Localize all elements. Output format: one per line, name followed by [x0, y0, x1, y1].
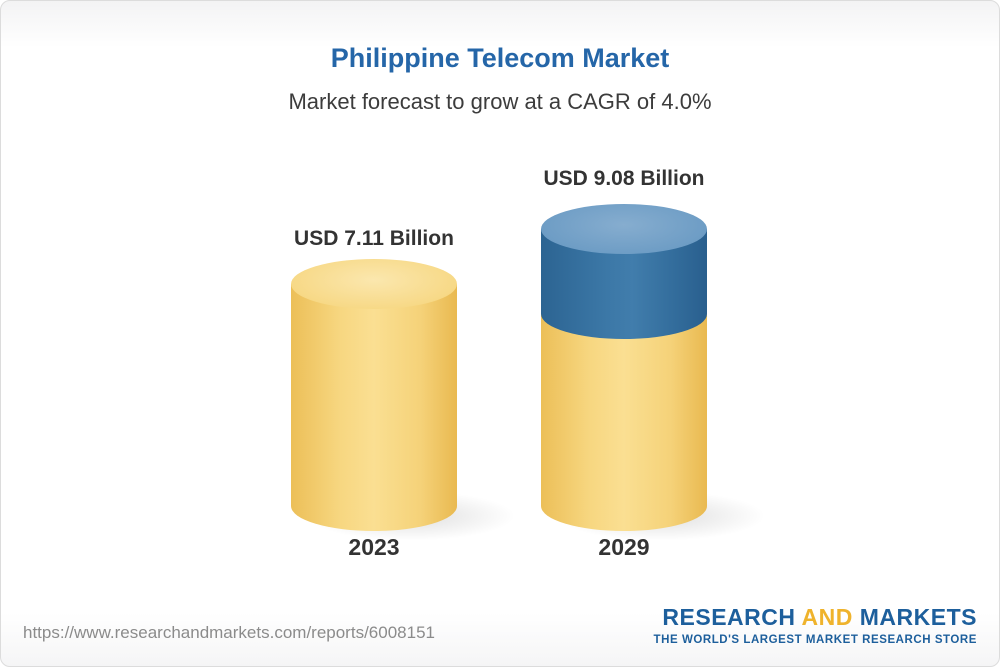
axis-label-2029: 2029 — [598, 534, 650, 560]
bar-2029 — [541, 204, 707, 531]
logo-tagline: THE WORLD'S LARGEST MARKET RESEARCH STOR… — [653, 634, 977, 646]
logo-word-research: RESEARCH — [662, 604, 796, 630]
chart-title: Philippine Telecom Market — [330, 43, 670, 73]
bar-2023 — [291, 259, 457, 531]
bar-2029-top — [541, 204, 707, 254]
value-label-2023: USD 7.11 Billion — [294, 227, 454, 250]
logo-word-and: AND — [801, 604, 853, 630]
chart-subtitle: Market forecast to grow at a CAGR of 4.0… — [288, 89, 712, 114]
research-and-markets-logo: RESEARCH AND MARKETS THE WORLD'S LARGEST… — [654, 604, 977, 646]
bar-2023-body — [291, 284, 457, 531]
logo-word-markets: MARKETS — [859, 604, 977, 630]
value-label-2029: USD 9.08 Billion — [543, 167, 705, 190]
axis-label-2023: 2023 — [348, 534, 400, 560]
logo-wordmark: RESEARCH AND MARKETS — [654, 604, 977, 631]
report-url: https://www.researchandmarkets.com/repor… — [23, 623, 435, 642]
bar-2023-top — [291, 259, 457, 309]
